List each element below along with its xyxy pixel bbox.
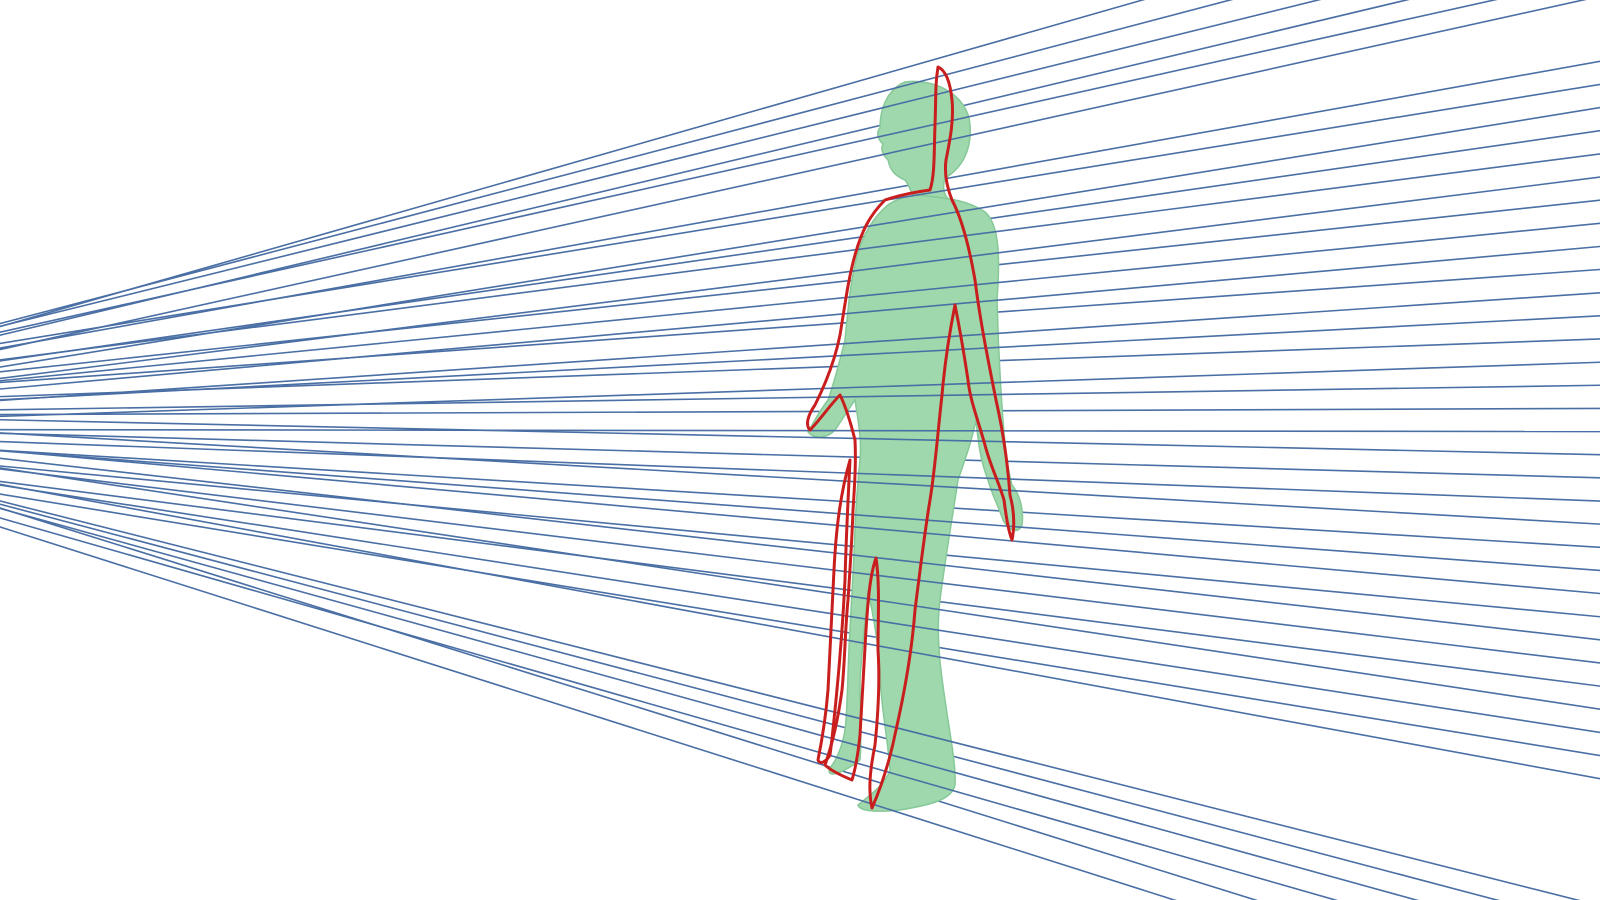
projection-ray — [0, 440, 1600, 502]
projection-ray — [0, 418, 1600, 456]
projection-ray — [0, 465, 1600, 618]
projection-ray — [0, 493, 1600, 757]
projection-ray — [0, 106, 1600, 368]
projection-ray — [0, 245, 1600, 390]
projection-ray — [0, 0, 1587, 351]
projection-ray — [0, 0, 1322, 328]
projection-ray — [0, 467, 1600, 711]
projection-ray — [0, 500, 1581, 900]
silhouette-contour — [806, 65, 1016, 810]
projection-ray — [0, 449, 1600, 595]
contour-outer-line — [806, 65, 1016, 810]
projection-ray — [0, 268, 1600, 384]
projection-ray — [0, 428, 1600, 433]
projection-ray — [0, 222, 1600, 382]
projection-ray — [0, 517, 1339, 900]
projection-ray — [0, 361, 1600, 418]
projection-ray — [0, 526, 1177, 900]
projection-ray — [0, 457, 1600, 641]
projection-ray — [0, 60, 1600, 349]
projection-ray — [0, 483, 1600, 780]
projection-ray — [0, 407, 1600, 416]
projection-ray — [0, 315, 1600, 401]
projection-ray — [0, 484, 1600, 734]
projection-ray — [0, 291, 1600, 402]
projection-ray — [0, 507, 1259, 900]
projection-ray — [0, 450, 1600, 572]
projection-ray — [0, 480, 1600, 687]
projection-ray — [0, 384, 1600, 411]
projection-ray — [0, 83, 1600, 345]
contour-left-leg-line — [816, 458, 852, 764]
projection-ray — [0, 432, 1600, 479]
projection-ray — [0, 0, 1234, 325]
projection-ray — [0, 129, 1600, 362]
projection-ray — [0, 503, 1500, 900]
projection-ray — [0, 0, 1498, 334]
projection-ray — [0, 432, 1600, 525]
projection-ray — [0, 153, 1600, 361]
projection-ray — [0, 449, 1600, 549]
body-head — [877, 80, 971, 206]
projection-ray — [0, 199, 1600, 373]
projection-ray — [0, 507, 1420, 900]
projection-ray — [0, 176, 1600, 380]
projection-ray — [0, 468, 1600, 664]
